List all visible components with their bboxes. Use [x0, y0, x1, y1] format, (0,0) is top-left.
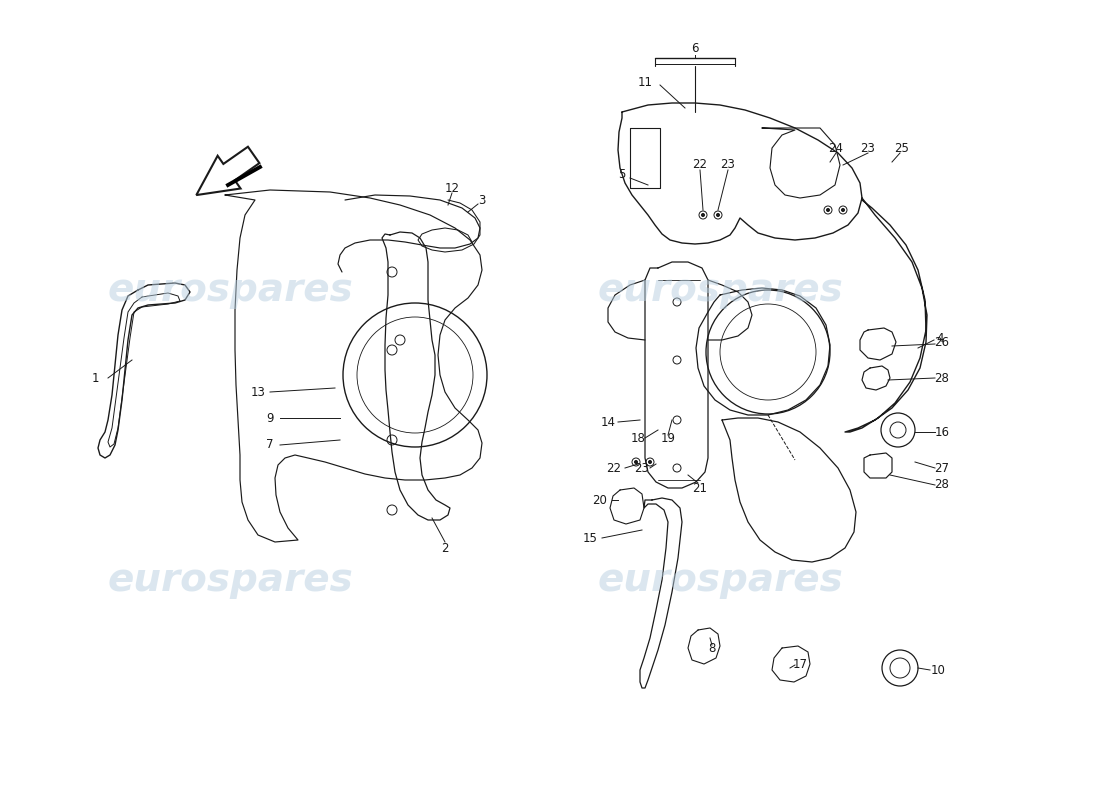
Text: 21: 21 [693, 482, 707, 494]
Text: 28: 28 [935, 478, 949, 491]
Text: 1: 1 [91, 371, 99, 385]
Text: eurospares: eurospares [107, 561, 353, 599]
Text: 22: 22 [606, 462, 621, 474]
Text: 5: 5 [618, 169, 626, 182]
Circle shape [842, 209, 845, 211]
Text: 13: 13 [251, 386, 265, 398]
Text: 11: 11 [638, 75, 652, 89]
Circle shape [716, 214, 719, 217]
Text: 6: 6 [691, 42, 698, 54]
Text: 14: 14 [601, 415, 616, 429]
Text: eurospares: eurospares [107, 271, 353, 309]
Text: 7: 7 [266, 438, 274, 451]
Circle shape [702, 214, 704, 217]
Text: 25: 25 [894, 142, 910, 154]
Text: 2: 2 [441, 542, 449, 554]
Text: 15: 15 [583, 531, 597, 545]
Text: 8: 8 [708, 642, 716, 654]
Circle shape [649, 461, 651, 463]
Text: 17: 17 [792, 658, 807, 671]
Text: 12: 12 [444, 182, 460, 194]
Text: 19: 19 [660, 431, 675, 445]
Text: 9: 9 [266, 411, 274, 425]
Text: 23: 23 [720, 158, 736, 171]
Text: 23: 23 [635, 462, 649, 474]
Text: eurospares: eurospares [597, 561, 843, 599]
Text: 28: 28 [935, 371, 949, 385]
Text: 16: 16 [935, 426, 949, 438]
Text: 20: 20 [593, 494, 607, 506]
Text: 18: 18 [630, 431, 646, 445]
Circle shape [635, 461, 638, 463]
Circle shape [826, 209, 829, 211]
Text: 4: 4 [936, 331, 944, 345]
Text: 10: 10 [931, 663, 945, 677]
Text: 27: 27 [935, 462, 949, 474]
Text: 22: 22 [693, 158, 707, 171]
Text: 24: 24 [828, 142, 844, 154]
Text: eurospares: eurospares [597, 271, 843, 309]
Text: 23: 23 [860, 142, 876, 154]
Text: 26: 26 [935, 335, 949, 349]
Text: 3: 3 [478, 194, 486, 206]
